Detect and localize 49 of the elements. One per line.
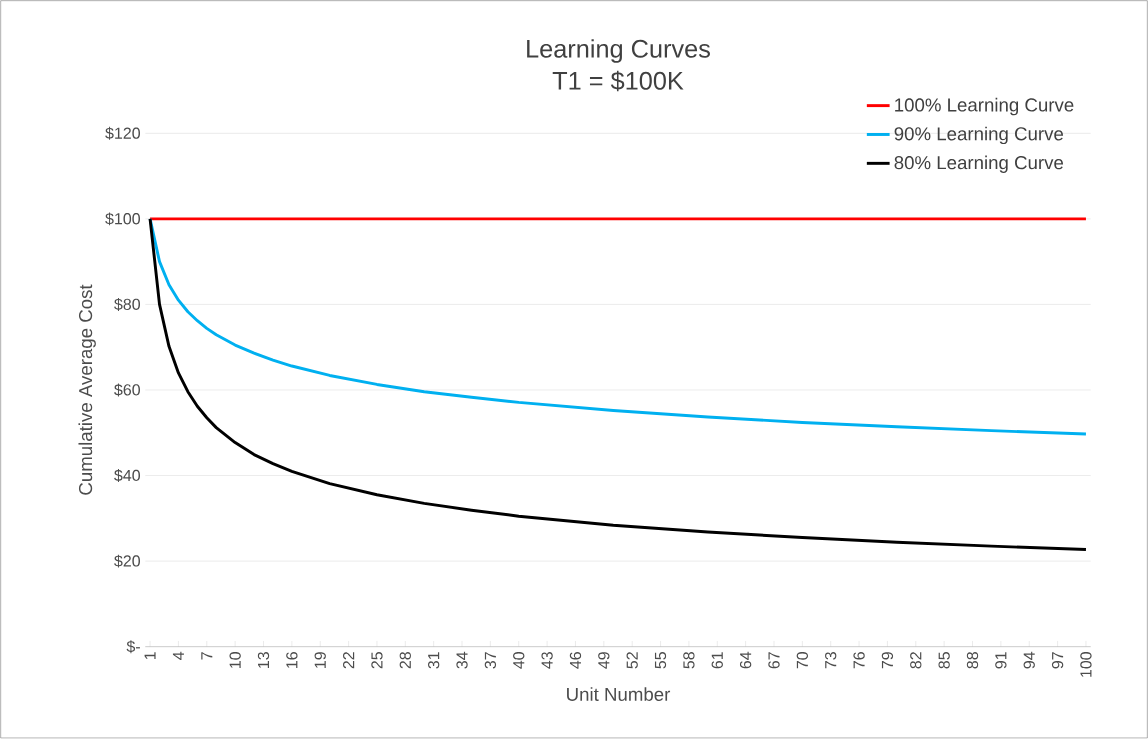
- x-tick-label: 1: [144, 652, 156, 660]
- x-tick-label: 67: [768, 652, 780, 669]
- x-tick-label: 4: [172, 652, 184, 661]
- x-tick-label: 16: [286, 652, 298, 669]
- x-tick-label: 91: [995, 652, 1007, 669]
- x-tick-label: 76: [853, 652, 865, 669]
- y-tick-label: $20: [114, 554, 141, 568]
- x-tick-label: 37: [484, 652, 497, 669]
- x-tick-label: 43: [541, 652, 553, 669]
- chart-title: Learning Curves: [527, 39, 710, 63]
- x-tick-label: 70: [796, 652, 808, 669]
- y-tick-label: $40: [114, 469, 141, 483]
- x-tick-label: 52: [626, 652, 638, 669]
- y-tick-label: $-: [126, 640, 140, 654]
- x-tick-label: 46: [569, 652, 582, 669]
- y-tick-label: $60: [114, 383, 141, 397]
- chart-subtitle: T1 = $100K: [552, 70, 684, 92]
- x-tick-label: 55: [654, 652, 667, 669]
- x-tick-label: 31: [428, 652, 440, 669]
- x-tick-label: 22: [343, 652, 355, 669]
- x-tick-label: 100: [1080, 652, 1092, 678]
- x-tick-label: 58: [683, 652, 695, 669]
- y-tick-label: $80: [114, 298, 141, 312]
- y-axis-title: Cumulative Average Cost: [78, 284, 96, 495]
- x-tick-label: 10: [229, 652, 241, 669]
- y-tick-label: $100: [105, 212, 140, 226]
- x-tick-label: 88: [966, 652, 979, 669]
- x-tick-label: 79: [881, 652, 894, 669]
- x-tick-label: 61: [711, 652, 723, 669]
- x-tick-label: 13: [257, 652, 270, 669]
- x-tick-label: 64: [739, 652, 752, 669]
- legend-label: 90% Learning Curve: [894, 126, 1064, 145]
- x-axis-title: Unit Number: [567, 687, 671, 702]
- x-tick-label: 94: [1023, 652, 1035, 669]
- x-tick-label: 85: [938, 652, 950, 669]
- x-tick-label: 73: [825, 652, 837, 669]
- line-series: [148, 217, 1088, 552]
- x-tick-label: 34: [456, 652, 468, 669]
- y-tick-label: $120: [105, 127, 140, 140]
- x-tick-label: 25: [371, 652, 383, 669]
- x-tick-label: 49: [598, 652, 610, 669]
- x-tick-label: 82: [910, 652, 922, 669]
- legend-label: 100% Learning Curve: [895, 98, 1074, 116]
- x-tick-label: 19: [314, 652, 326, 669]
- legend-label: 80% Learning Curve: [894, 155, 1064, 174]
- x-tick-label: 28: [399, 652, 411, 669]
- x-tick-label: 40: [513, 652, 525, 669]
- x-tick-label: 7: [201, 652, 213, 660]
- x-tick-label: 97: [1051, 652, 1064, 669]
